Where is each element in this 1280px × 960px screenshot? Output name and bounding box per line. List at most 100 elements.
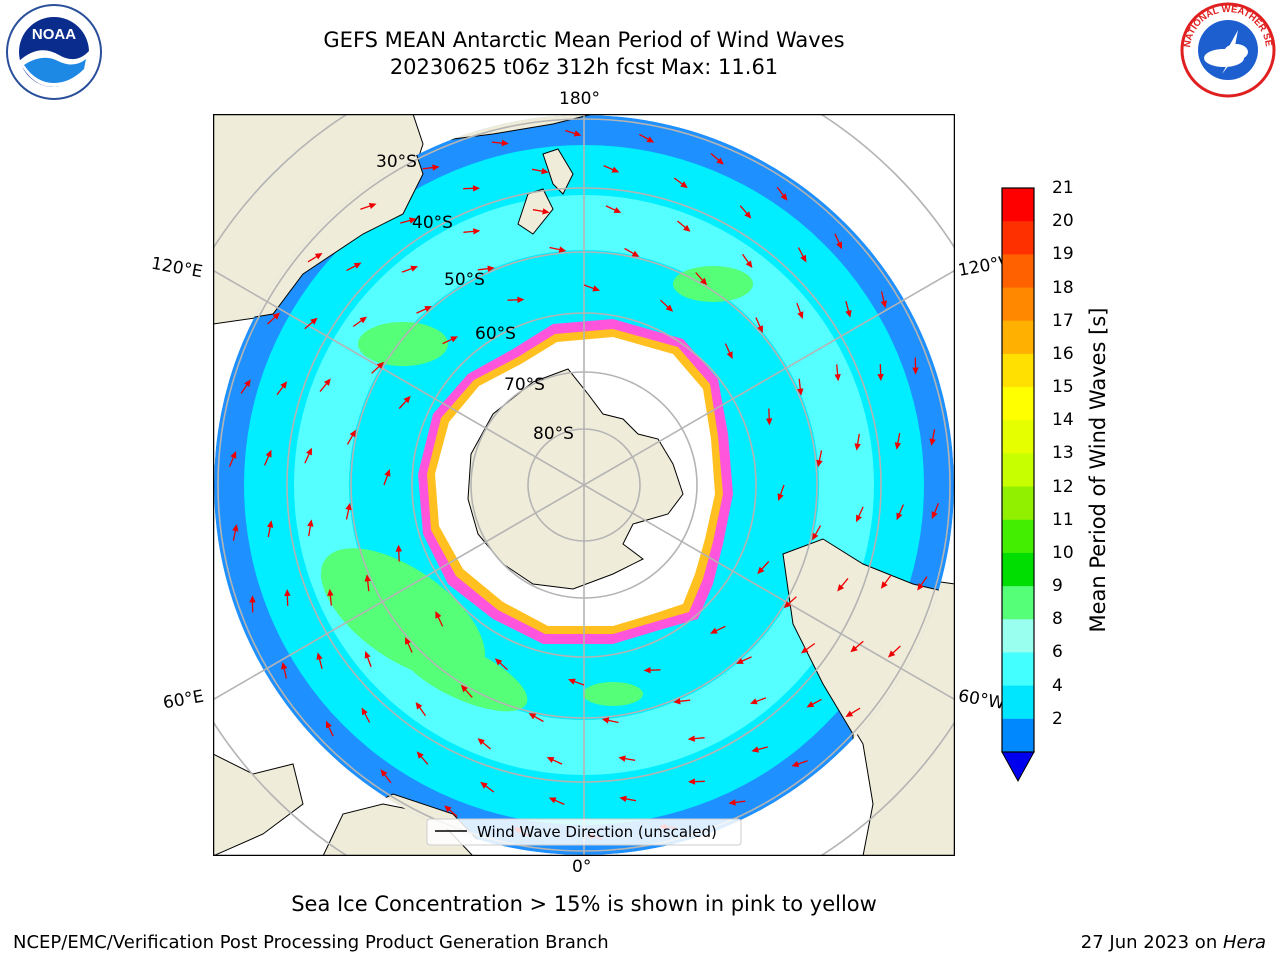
wind-wave-arrow-head xyxy=(710,627,718,634)
wind-wave-arrow-head xyxy=(646,136,655,143)
wind-wave-arrow-head xyxy=(834,374,841,382)
colorbar-tick-label: 12 xyxy=(1052,476,1074,497)
wind-wave-arrow-head xyxy=(757,325,763,333)
wind-wave-arrow-head xyxy=(541,168,549,175)
wind-wave-arrow-head xyxy=(528,713,537,720)
colorbar-tick-label: 14 xyxy=(1052,410,1074,431)
wind-wave-arrow-head xyxy=(546,757,555,763)
colorbar-tick-label: 21 xyxy=(1052,178,1074,198)
wind-wave-arrow-head xyxy=(894,442,901,450)
legend-label: Wind Wave Direction (unscaled) xyxy=(477,823,717,841)
wind-wave-arrow-head xyxy=(716,157,724,165)
colorbar-label: Mean Period of Wind Waves [s] xyxy=(1086,307,1110,633)
wind-wave-arrow-head xyxy=(368,203,377,209)
wind-wave-arrow-head xyxy=(477,738,485,746)
wind-wave-arrow-head xyxy=(854,443,861,451)
colorbar-segment xyxy=(1002,320,1034,355)
colorbar-tick-label: 10 xyxy=(1052,542,1074,563)
wind-wave-arrow-head xyxy=(877,373,884,381)
graticule xyxy=(213,114,955,856)
map-title: GEFS MEAN Antarctic Mean Period of Wind … xyxy=(323,28,845,52)
wind-wave-arrow-head xyxy=(415,702,423,710)
wind-wave-arrow-head xyxy=(409,217,417,224)
map-subtitle: 20230625 t06z 312h fcst Max: 11.61 xyxy=(389,55,779,79)
colorbar-tick-label: 20 xyxy=(1052,211,1074,232)
colorbar-tick-label: 19 xyxy=(1052,244,1074,265)
sea-ice-caption: Sea Ice Concentration > 15% is shown in … xyxy=(291,892,877,916)
wind-wave-arrow-head xyxy=(880,300,887,308)
wind-wave-arrow-head xyxy=(812,532,819,541)
wind-wave-arrow-head xyxy=(384,469,391,477)
wind-wave-arrow-head xyxy=(687,735,695,742)
colorbar-tick-label: 18 xyxy=(1052,277,1074,298)
new-zealand-land xyxy=(517,148,574,235)
wind-wave-arrow-head xyxy=(444,805,452,813)
wind-wave-arrow-head xyxy=(359,316,367,324)
lat-label-50s: 50°S xyxy=(444,270,485,290)
wind-wave-arrow-head xyxy=(244,379,251,387)
wind-wave-arrow-head xyxy=(542,208,550,215)
wind-wave-arrow-head xyxy=(665,304,674,312)
colorbar-segment xyxy=(1002,718,1034,753)
noaa-logo: NOAA xyxy=(6,4,102,100)
wind-wave-arrow-head xyxy=(592,285,600,292)
wind-wave-arrow-head xyxy=(364,651,371,659)
wind-wave-arrow-head xyxy=(410,265,418,272)
wind-wave-arrow-head xyxy=(613,207,622,213)
wind-wave-arrow-head xyxy=(896,512,903,521)
wind-wave-arrow-head xyxy=(323,378,331,386)
colorbar-segment xyxy=(1002,254,1034,289)
wind-wave-arrow-head xyxy=(643,667,651,674)
wind-wave-arrow-head xyxy=(800,254,807,263)
wind-wave-arrow-head xyxy=(232,524,239,532)
wind-wave-arrow-head xyxy=(631,250,640,257)
wind-wave-arrow-head xyxy=(280,381,288,389)
wind-wave-arrow-head xyxy=(353,262,362,269)
colorbar-tick-label: 16 xyxy=(1052,343,1074,364)
wind-wave-arrow-head xyxy=(267,520,274,528)
colorbar xyxy=(1001,187,1035,783)
wind-wave-arrow-head xyxy=(618,755,626,762)
wind-wave-arrow-head xyxy=(736,658,744,664)
lon-label-60e: 60°E xyxy=(161,686,206,714)
wind-wave-arrow-head xyxy=(929,438,936,446)
wind-wave-arrow-head xyxy=(230,451,237,459)
wind-wave-arrow-head xyxy=(780,193,788,201)
wind-wave-arrow-head xyxy=(558,246,567,253)
wind-wave-arrow-head xyxy=(249,595,256,603)
wind-wave-arrow-head xyxy=(816,459,823,468)
wind-wave-arrow-head xyxy=(726,351,733,359)
wind-wave-arrow-head xyxy=(494,658,503,666)
noaa-logo-text: NOAA xyxy=(32,26,76,43)
wind-wave-arrow-head xyxy=(751,746,759,753)
wind-wave-arrow-head xyxy=(912,367,919,375)
colorbar-segment xyxy=(1002,685,1034,720)
wind-wave-arrow-head xyxy=(766,418,773,426)
wind-wave-arrow-head xyxy=(611,166,620,173)
wind-wave-arrow-head xyxy=(745,260,753,268)
colorbar-tick-label: 13 xyxy=(1052,443,1074,464)
wind-wave-arrow-head xyxy=(361,707,368,716)
colorbar-segment xyxy=(1002,387,1034,421)
wind-wave-arrow-head xyxy=(487,265,495,272)
wind-wave-arrow-head xyxy=(501,139,509,147)
wind-wave-arrow-head xyxy=(683,224,691,232)
wind-wave-arrow-head xyxy=(845,710,854,717)
wind-wave-arrow-head xyxy=(888,650,896,658)
colorbar-segment xyxy=(1002,221,1034,255)
lat-label-80s: 80°S xyxy=(533,424,574,444)
wind-wave-arrow-head xyxy=(480,781,488,789)
lat-label-30s: 30°S xyxy=(376,152,417,172)
wind-wave-arrow-head xyxy=(673,698,681,705)
wind-wave-arrow-head xyxy=(931,511,938,519)
colorbar-segment xyxy=(1002,519,1034,554)
footer-date-text: 27 Jun 2023 on xyxy=(1080,932,1223,953)
wind-wave-arrow-head xyxy=(791,761,800,767)
wind-wave-arrow-head xyxy=(680,181,688,189)
colorbar-segment xyxy=(1002,652,1034,687)
wind-wave-arrow-head xyxy=(568,678,576,685)
lon-label-60w: 60°W xyxy=(956,686,1007,714)
nws-logo: NATIONAL WEATHER SERVICE xyxy=(1178,0,1276,98)
wind-wave-arrow-head xyxy=(424,306,432,312)
wind-wave-arrows xyxy=(228,129,940,841)
